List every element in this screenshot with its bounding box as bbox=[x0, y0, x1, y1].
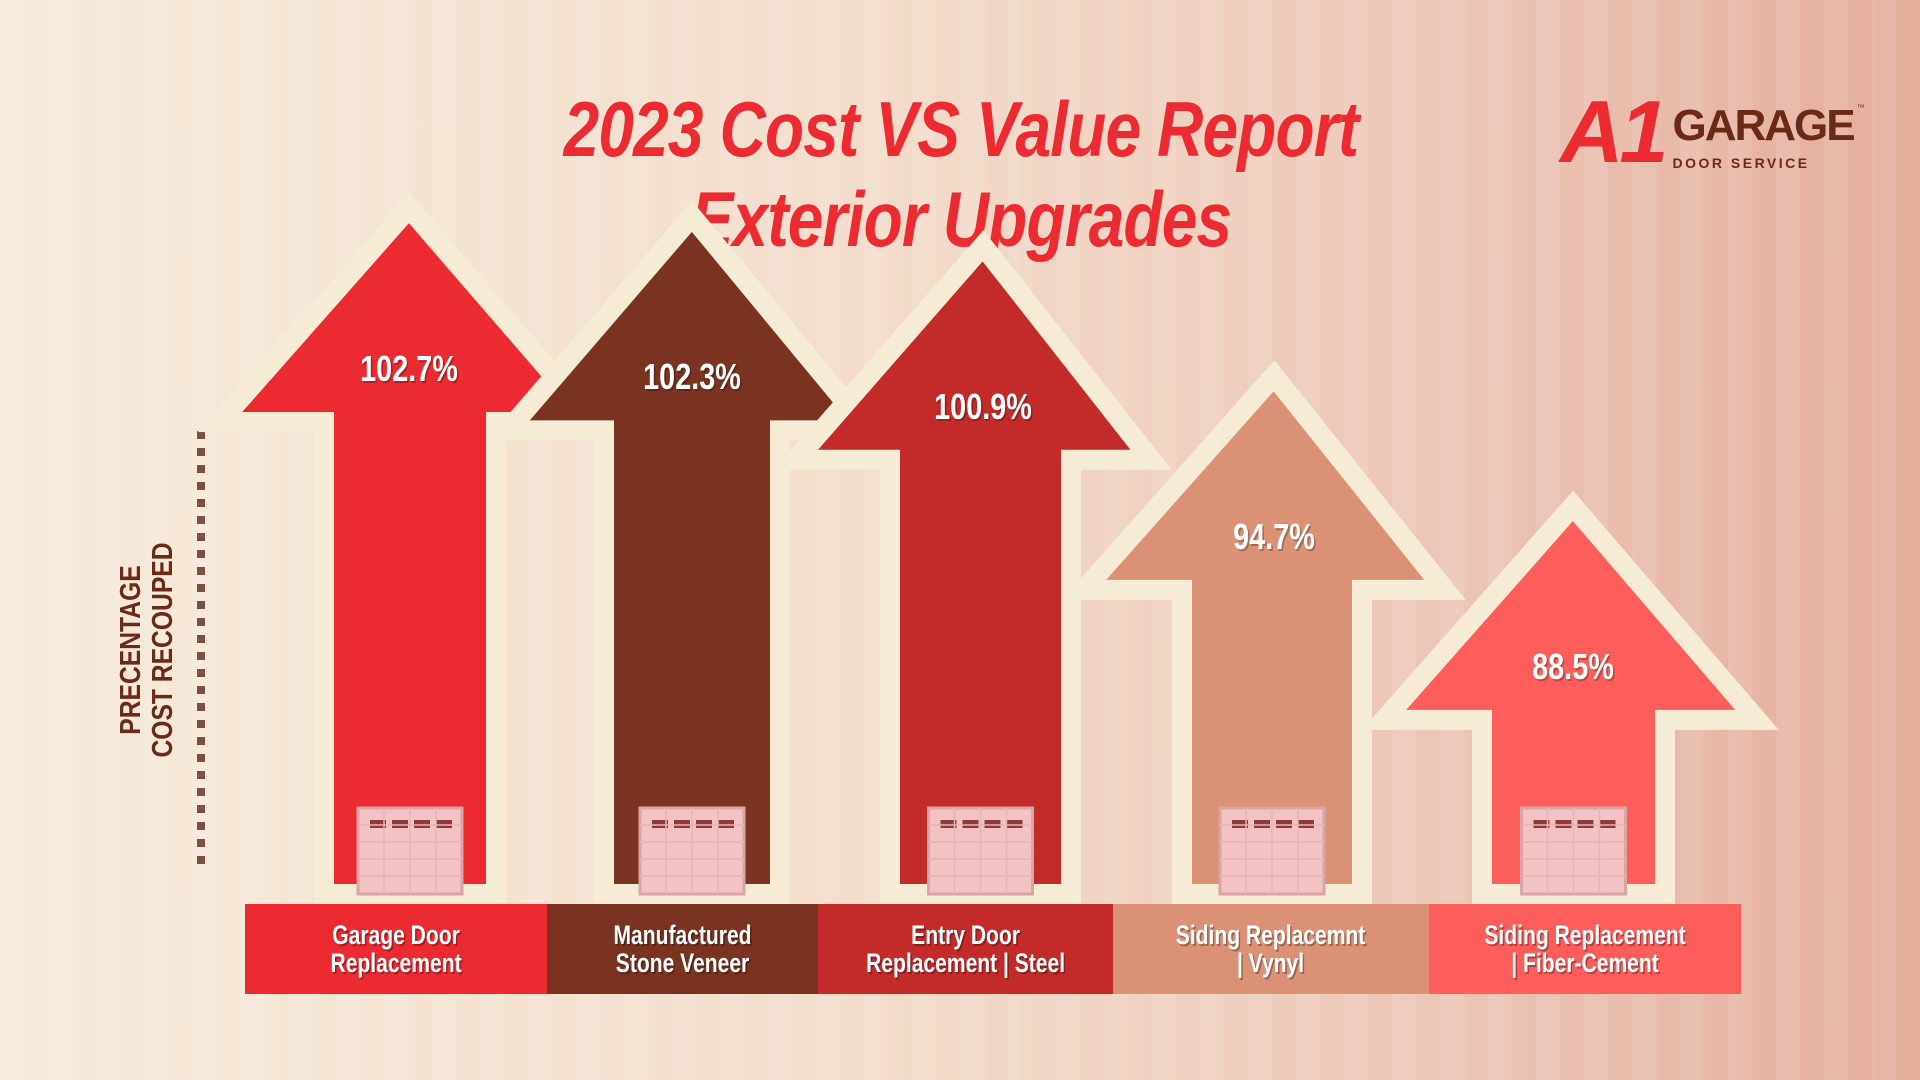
a1-garage-logo: A1 GARAGE ™ DOOR SERVICE bbox=[1560, 88, 1865, 176]
category-label: Garage Door Replacement bbox=[245, 904, 547, 994]
arrow-bar bbox=[197, 192, 616, 904]
data-label: 102.3% bbox=[643, 356, 741, 398]
category-label-text: Siding Replacement | Fiber-Cement bbox=[1484, 919, 1686, 978]
data-label: 102.7% bbox=[360, 348, 458, 389]
chart-title-line2: Exterior Upgrades bbox=[690, 175, 1232, 263]
category-label: Manufactured Stone Veneer bbox=[547, 904, 818, 994]
garage-door-icon bbox=[356, 806, 464, 896]
category-label: Entry Door Replacement | Steel bbox=[818, 904, 1113, 994]
category-label-text: Entry Door Replacement | Steel bbox=[865, 919, 1066, 978]
garage-door-icon bbox=[927, 806, 1034, 896]
garage-door-icon bbox=[1218, 806, 1326, 896]
category-label: Siding Replacemnt | Vynyl bbox=[1113, 904, 1429, 994]
logo-text: GARAGE ™ DOOR SERVICE bbox=[1672, 88, 1865, 171]
garage-door-icon bbox=[1520, 806, 1627, 896]
y-axis-dotted-line bbox=[197, 431, 205, 869]
logo-mark: A1 bbox=[1560, 82, 1668, 181]
category-label-text: Siding Replacemnt | Vynyl bbox=[1176, 919, 1366, 978]
logo-tm: ™ bbox=[1856, 103, 1865, 112]
data-label: 100.9% bbox=[934, 385, 1032, 427]
chart-title-line1: 2023 Cost VS Value Report bbox=[563, 85, 1360, 173]
category-label-text: Manufactured Stone Veneer bbox=[613, 919, 752, 978]
category-label: Siding Replacement | Fiber-Cement bbox=[1429, 904, 1741, 994]
data-label: 88.5% bbox=[1532, 645, 1614, 687]
logo-name: GARAGE bbox=[1672, 101, 1856, 150]
data-label: 94.7% bbox=[1233, 515, 1315, 557]
garage-door-icon bbox=[638, 806, 746, 896]
logo-name-row: GARAGE ™ bbox=[1673, 104, 1865, 148]
logo-tagline: DOOR SERVICE bbox=[1672, 155, 1810, 171]
arrow-bar bbox=[486, 200, 891, 904]
category-label-text: Garage Door Replacement bbox=[330, 919, 462, 978]
